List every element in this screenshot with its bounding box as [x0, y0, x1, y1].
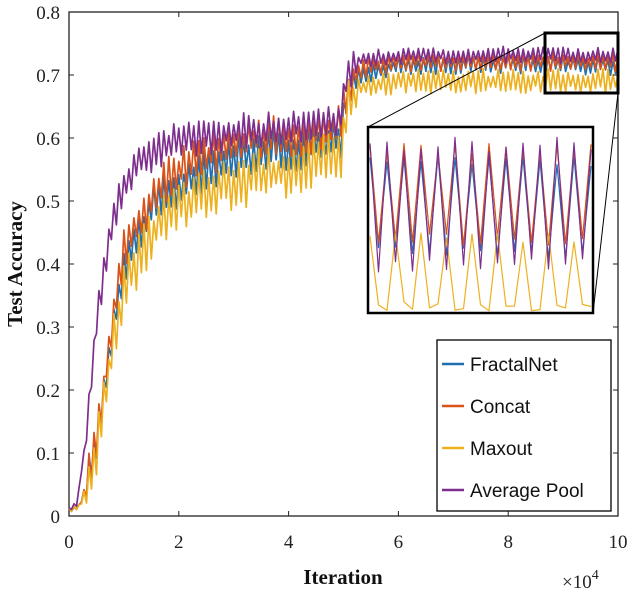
legend-box	[436, 339, 612, 512]
zoom-highlight-box	[543, 31, 620, 95]
x-tick-label: 10	[609, 532, 628, 553]
y-tick-label: 0.3	[36, 318, 60, 339]
y-tick-label: 0.5	[36, 192, 60, 213]
x-tick-label: 4	[284, 532, 294, 553]
legend-label-concat: Concat	[470, 397, 531, 418]
inset-layer	[369, 136, 592, 312]
x-axis-multiplier-exponent: 4	[592, 568, 599, 583]
y-tick-label: 0.8	[36, 3, 60, 24]
legend-label-average-pool: Average Pool	[470, 481, 584, 502]
tick-layer: 0 2 4 6 8 10 0 0.1 0.2 0.3 0.4 0.5 0.6 0.7 0.8	[36, 3, 627, 553]
x-tick-label: 8	[503, 532, 513, 553]
inset-series-line-maxout	[369, 232, 592, 312]
y-tick-label: 0	[51, 507, 61, 528]
x-tick-label: 6	[394, 532, 404, 553]
legend: FractalNet Concat Maxout Average Pool	[436, 339, 612, 512]
legend-entry-concat: Concat	[442, 397, 531, 418]
zoom-connector-top	[367, 32, 546, 128]
series-line-maxout	[68, 67, 619, 513]
legend-label-maxout: Maxout	[470, 439, 533, 460]
y-axis-title: Test Accuracy	[3, 201, 27, 327]
legend-entry-maxout: Maxout	[442, 439, 533, 460]
x-axis-title: Iteration	[303, 565, 383, 589]
series-layer	[68, 45, 619, 513]
legend-entry-fractalnet: FractalNet	[442, 355, 558, 376]
inset-series-line-average-pool	[369, 136, 592, 273]
legend-entry-average-pool: Average Pool	[442, 481, 584, 502]
x-axis-multiplier: ×104	[562, 568, 599, 593]
x-tick-label: 2	[174, 532, 184, 553]
y-tick-label: 0.2	[36, 381, 60, 402]
series-line-average-pool	[68, 45, 619, 511]
y-tick-label: 0.7	[36, 66, 60, 87]
x-tick-label: 0	[64, 532, 74, 553]
y-tick-label: 0.1	[36, 444, 60, 465]
zoom-connector-bottom	[592, 92, 619, 314]
y-tick-label: 0.4	[36, 255, 60, 276]
y-tick-label: 0.6	[36, 129, 60, 150]
legend-label-fractalnet: FractalNet	[470, 355, 558, 376]
